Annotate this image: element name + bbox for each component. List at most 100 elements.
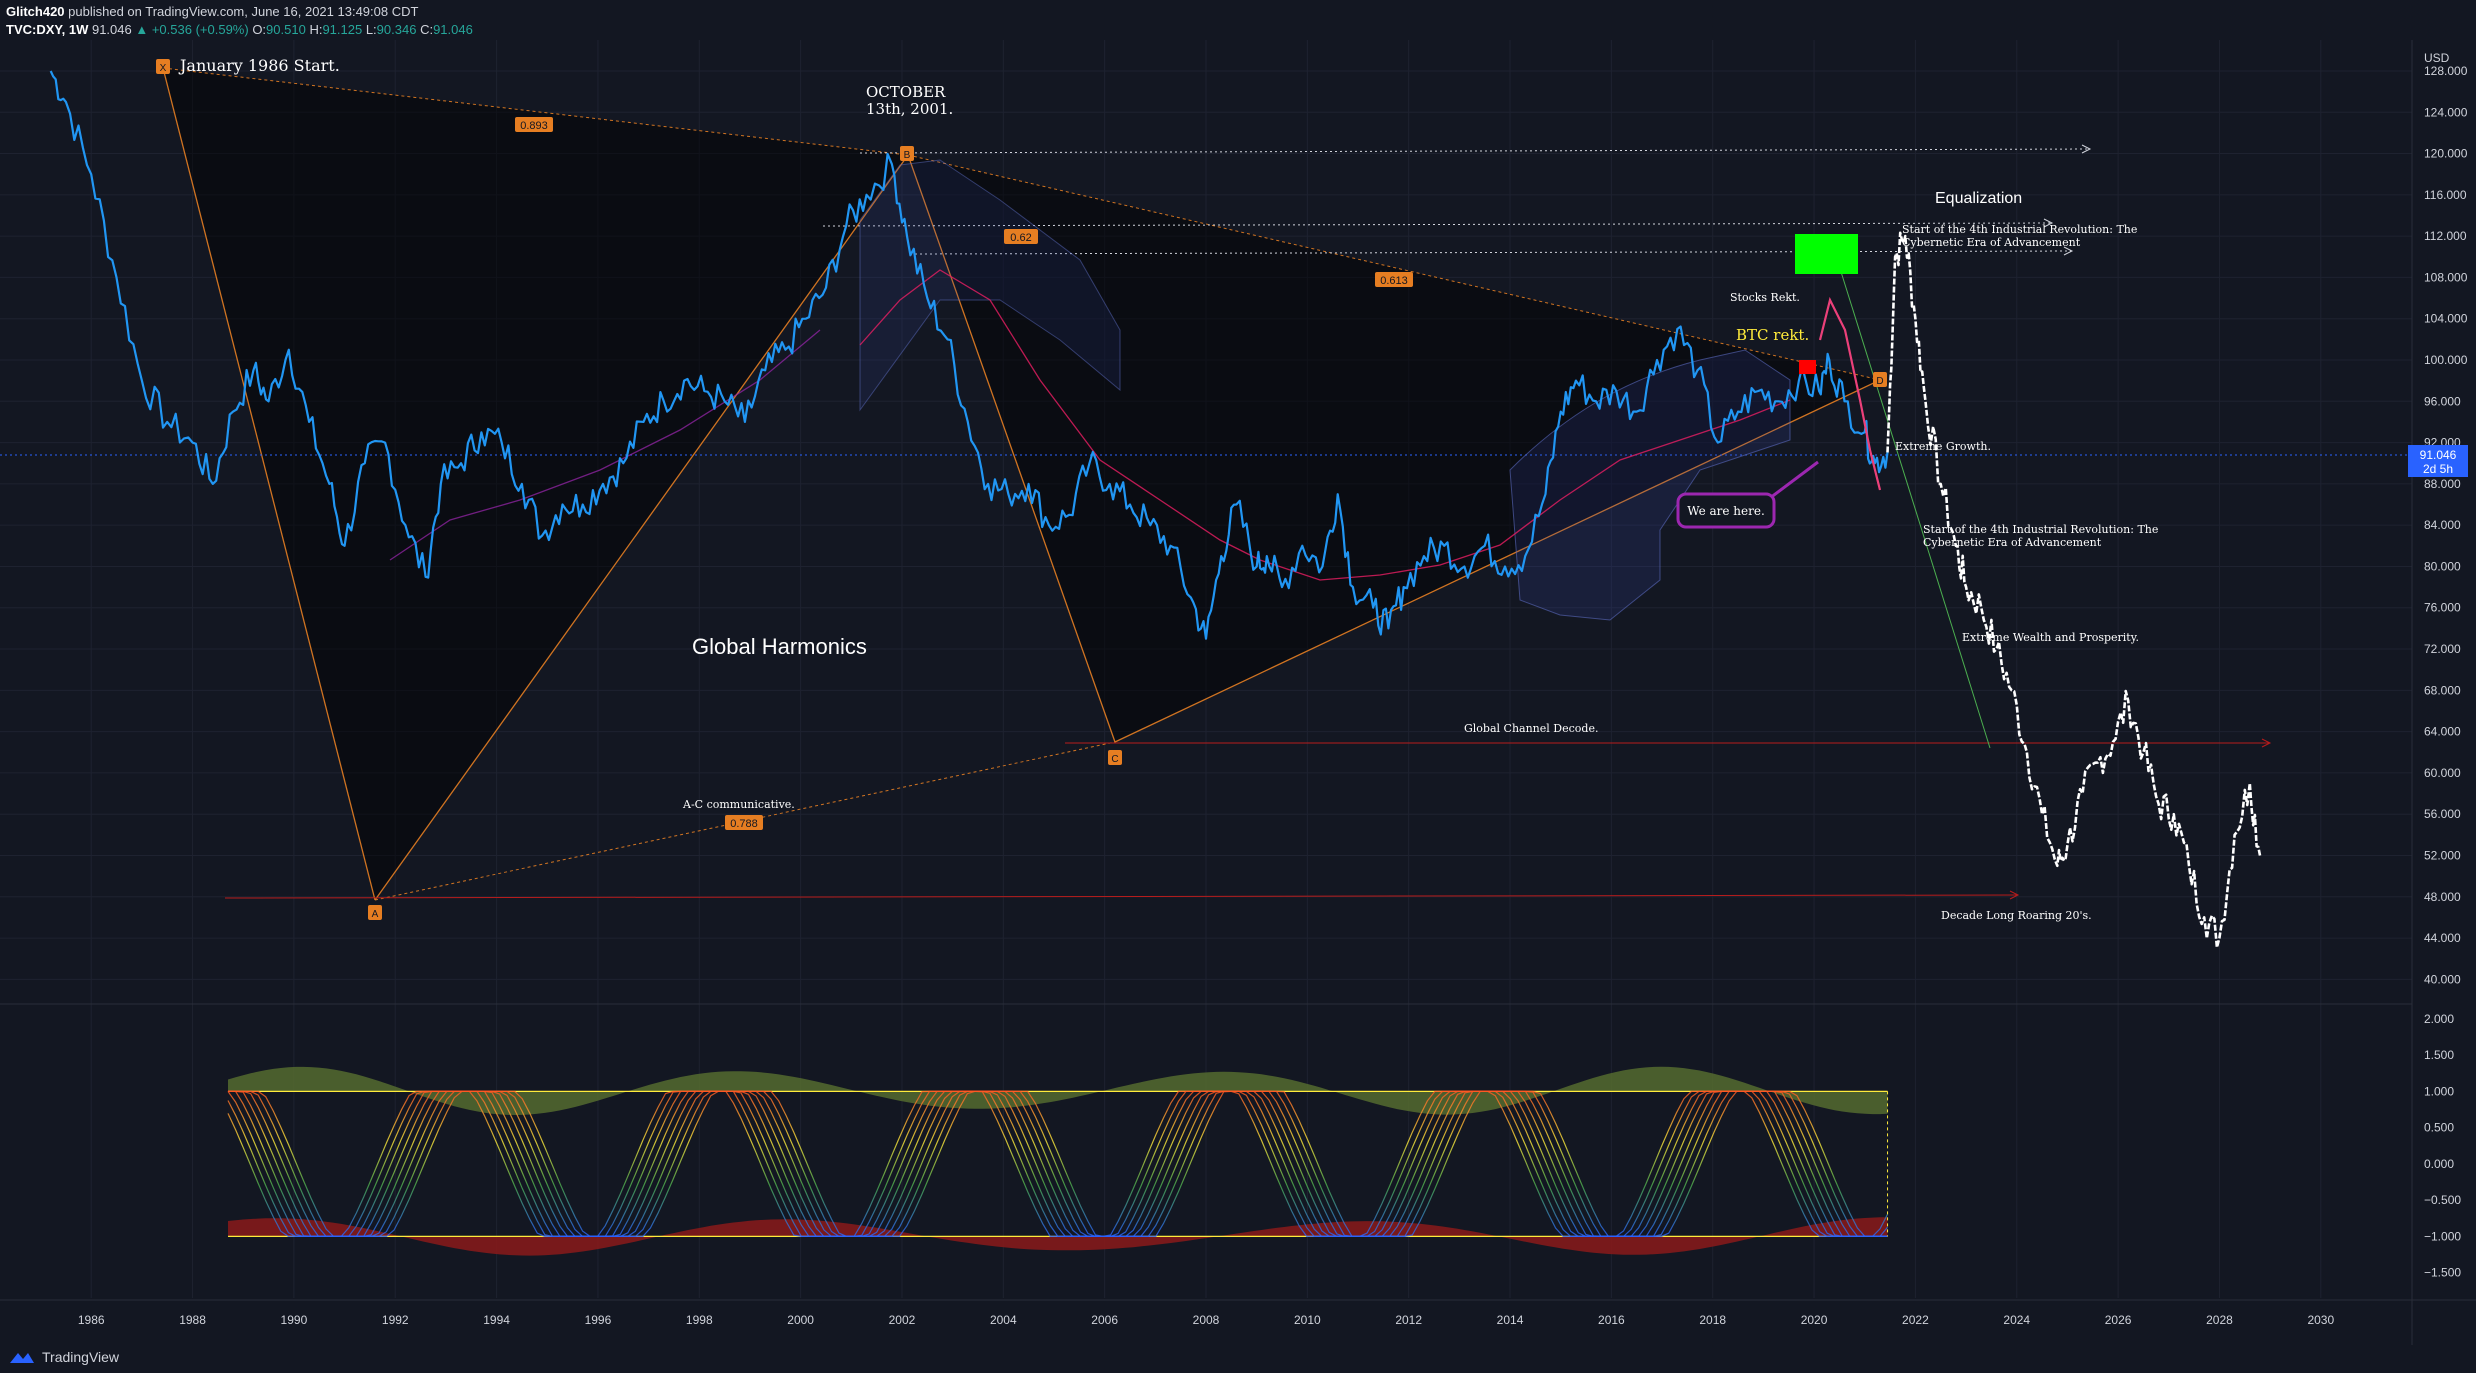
osc-tick-4: 0.000 xyxy=(2424,1157,2454,1171)
time-tick-7: 2000 xyxy=(787,1313,814,1327)
arrowhead-mid xyxy=(2063,246,2074,256)
cloud-band xyxy=(1509,349,1791,621)
moving-average-purple xyxy=(389,329,821,561)
oscillator-wave-7 xyxy=(228,1090,1888,1237)
annotation-october: OCTOBER xyxy=(866,83,946,101)
price-tick-13: 76.000 xyxy=(2424,601,2461,615)
point-a-label: A xyxy=(372,909,379,920)
price-tick-22: 40.000 xyxy=(2424,972,2461,986)
publish-info: published on TradingView.com, June 16, 2… xyxy=(68,4,419,19)
open-value: 90.510 xyxy=(266,22,306,37)
green-projection-line xyxy=(1831,242,1991,749)
osc-tick-5: −0.500 xyxy=(2424,1193,2461,1207)
time-tick-21: 2028 xyxy=(2206,1313,2233,1327)
point-c-badge xyxy=(1108,750,1122,765)
price-tick-12: 80.000 xyxy=(2424,559,2461,573)
point-a-badge xyxy=(368,905,382,920)
ratio-bd2-label: 0.613 xyxy=(1380,275,1408,287)
price-axis[interactable]: 128.000 124.000 120.000 116.000 112.000 108.0… xyxy=(2424,64,2468,986)
osc-tick-7: −1.500 xyxy=(2424,1266,2461,1280)
low-label: L: xyxy=(365,22,377,37)
ratio-bd2-badge xyxy=(1375,272,1413,287)
time-tick-13: 2012 xyxy=(1395,1313,1422,1327)
price-tick-1: 124.000 xyxy=(2424,105,2468,119)
price-tick-7: 100.000 xyxy=(2424,353,2468,367)
pattern-leg-xa xyxy=(162,67,376,901)
time-tick-22: 2030 xyxy=(2307,1313,2334,1327)
annotation-start: January 1986 Start. xyxy=(178,56,340,75)
green-box xyxy=(1795,234,1858,274)
last-price: 91.046 xyxy=(91,22,132,37)
pattern-point-labels: X A B C D xyxy=(156,59,1887,920)
current-price-badge xyxy=(2408,445,2468,477)
ratio-bd1-badge xyxy=(1004,229,1038,244)
time-axis[interactable]: 1986 1988 1990 1992 1994 1996 1998 2000 2002 2004… xyxy=(78,1313,2335,1327)
price-tick-5: 108.000 xyxy=(2424,270,2468,284)
pattern-leg-bd xyxy=(907,154,1881,381)
annotation-roaring: Decade Long Roaring 20's. xyxy=(1941,909,2092,922)
price-tick-19: 52.000 xyxy=(2424,848,2461,862)
time-tick-15: 2016 xyxy=(1598,1313,1625,1327)
pattern-leg-ab xyxy=(374,154,909,901)
annotation-extreme-growth: Extreme Growth. xyxy=(1895,440,1991,453)
ratio-ac-badge xyxy=(725,815,763,830)
oscillator-axis[interactable]: 2.000 1.500 1.000 0.500 0.000 −0.500 −1.000 −1.… xyxy=(2424,1012,2461,1280)
price-line-historical[interactable] xyxy=(49,70,1889,640)
price-tick-11: 84.000 xyxy=(2424,518,2461,532)
annotation-october-date: 13th, 2001. xyxy=(866,100,953,118)
ratio-ac-label: 0.788 xyxy=(730,818,758,830)
point-d-label: D xyxy=(1876,376,1883,387)
red-projection-segment xyxy=(1818,296,1882,491)
price-tick-10: 88.000 xyxy=(2424,477,2461,491)
pattern-leg-cd xyxy=(1114,379,1881,743)
author[interactable]: Glitch420 xyxy=(6,4,65,19)
tradingview-logo-icon[interactable] xyxy=(8,1349,36,1365)
annotations: January 1986 Start. OCTOBER 13th, 2001. … xyxy=(178,56,2158,922)
we-are-here-callout[interactable] xyxy=(1676,492,1776,529)
price-tick-16: 64.000 xyxy=(2424,725,2461,739)
time-tick-4: 1994 xyxy=(483,1313,510,1327)
ratio-labels: 0.893 0.788 0.62 0.613 xyxy=(515,117,1413,830)
pattern-lines xyxy=(162,67,1881,901)
chart-header: Glitch420 published on TradingView.com, … xyxy=(6,3,473,39)
time-tick-2: 1990 xyxy=(281,1313,308,1327)
time-tick-3: 1992 xyxy=(382,1313,409,1327)
ratio-xb-badge xyxy=(515,117,553,132)
time-tick-0: 1986 xyxy=(78,1313,105,1327)
arrowhead-low xyxy=(2009,890,2020,900)
time-tick-1: 1988 xyxy=(179,1313,206,1327)
arrowhead-channel xyxy=(2261,738,2272,748)
osc-tick-6: −1.000 xyxy=(2424,1229,2461,1243)
annotation-stocks-rekt: Stocks Rekt. xyxy=(1730,291,1800,304)
annotation-extreme-wealth: Extreme Wealth and Prosperity. xyxy=(1962,631,2139,644)
price-tick-21: 44.000 xyxy=(2424,931,2461,945)
symbol-label[interactable]: TVC:DXY, 1W xyxy=(6,22,89,37)
time-tick-6: 1998 xyxy=(686,1313,713,1327)
price-tick-8: 96.000 xyxy=(2424,394,2461,408)
price-tick-17: 60.000 xyxy=(2424,766,2461,780)
price-line-projection[interactable] xyxy=(1886,231,2262,949)
callout-pointer xyxy=(1769,460,1819,500)
price-tick-2: 120.000 xyxy=(2424,147,2468,161)
annotation-equalization: Equalization xyxy=(1935,190,2022,207)
price-tick-6: 104.000 xyxy=(2424,312,2468,326)
footer-brand[interactable]: TradingView xyxy=(42,1349,120,1365)
oscillator-pane xyxy=(227,1066,1889,1256)
annotation-industrial-2b: Cybernetic Era of Advancement xyxy=(1923,536,2102,549)
time-tick-17: 2020 xyxy=(1801,1313,1828,1327)
time-tick-10: 2006 xyxy=(1091,1313,1118,1327)
annotation-industrial-1a: Start of the 4th Industrial Revolution: … xyxy=(1902,223,2137,236)
price-tick-14: 72.000 xyxy=(2424,642,2461,656)
annotation-ac-comm: A-C communicative. xyxy=(682,798,795,811)
high-value: 91.125 xyxy=(322,22,363,37)
point-x-badge xyxy=(156,59,170,74)
price-tick-3: 116.000 xyxy=(2424,188,2467,202)
price-tick-20: 48.000 xyxy=(2424,890,2461,904)
price-tick-15: 68.000 xyxy=(2424,683,2461,697)
point-b-badge xyxy=(900,146,914,161)
time-tick-12: 2010 xyxy=(1294,1313,1321,1327)
time-tick-11: 2008 xyxy=(1193,1313,1220,1327)
annotation-btc-rekt: BTC rekt. xyxy=(1736,326,1809,344)
currency-label: USD xyxy=(2424,51,2450,65)
